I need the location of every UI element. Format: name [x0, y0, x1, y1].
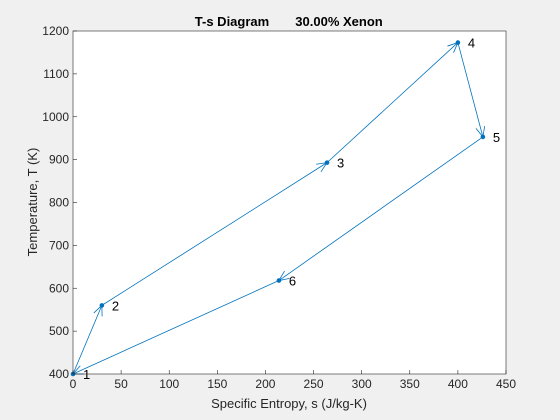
point-label: 3	[337, 156, 344, 171]
point-labels: 1 2 3 4 5 6	[83, 36, 500, 382]
point-label: 2	[112, 298, 119, 313]
cycle-segment	[72, 280, 280, 375]
axes-background	[73, 31, 506, 374]
x-tick-label: 400	[448, 377, 468, 391]
point-label: 1	[83, 367, 90, 382]
chart-title: T-s Diagram	[195, 14, 269, 29]
y-tick-label: 600	[49, 281, 69, 295]
data-markers	[70, 40, 486, 377]
y-tick-label: 800	[49, 196, 69, 210]
cycle-segment	[326, 42, 459, 163]
data-point	[99, 303, 105, 308]
y-tick-label: 1100	[43, 67, 69, 81]
chart-subtitle: 30.00% Xenon	[295, 14, 382, 29]
y-tick-label: 900	[49, 153, 69, 167]
data-point	[455, 40, 461, 45]
cycle-segment	[278, 136, 484, 281]
x-tick-label: 100	[159, 377, 179, 391]
x-axis-title: Specific Entropy, s (J/kg-K)	[211, 396, 367, 411]
y-tick-label: 500	[49, 324, 69, 338]
cycle-lines	[72, 41, 486, 375]
x-tick-label: 300	[352, 377, 372, 391]
x-tick-label: 450	[496, 377, 516, 391]
data-point	[480, 134, 486, 140]
y-tick-label: 700	[49, 238, 69, 252]
data-point	[276, 278, 282, 283]
cycle-segment	[72, 305, 103, 375]
y-tick-label: 400	[49, 367, 69, 381]
cycle-segment	[457, 42, 484, 138]
x-tick-label: 250	[304, 377, 324, 391]
point-label: 6	[289, 274, 296, 289]
point-label: 4	[468, 36, 475, 51]
y-axis-title: Temperature, T (K)	[25, 148, 40, 257]
data-point	[324, 160, 330, 165]
x-tick-label: 0	[70, 377, 77, 391]
y-tick-label: 1200	[42, 24, 69, 38]
point-label: 5	[493, 130, 500, 145]
x-tick-label: 200	[255, 377, 275, 391]
y-axis-ticks: 400 500 600 700 800 900 1000 1100 1200	[42, 24, 77, 381]
x-axis-ticks: 0 50 100 150 200 250 300 350 400 450	[70, 370, 516, 391]
y-tick-label: 1000	[42, 110, 69, 124]
cycle-segment	[101, 162, 328, 306]
x-tick-label: 150	[207, 377, 227, 391]
x-tick-label: 350	[400, 377, 420, 391]
x-tick-label: 50	[114, 377, 128, 391]
